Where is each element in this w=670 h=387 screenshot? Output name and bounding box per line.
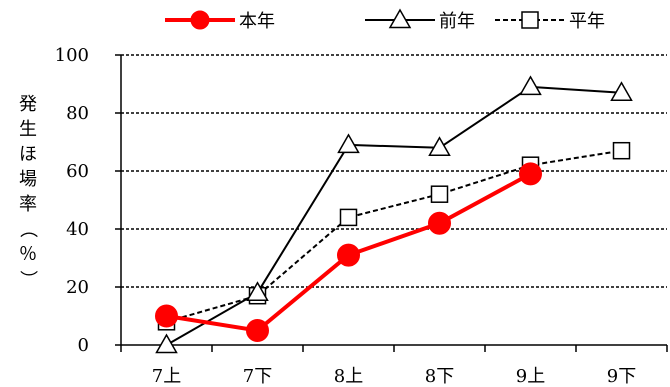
data-point xyxy=(337,243,360,267)
x-tick-label: 8上 xyxy=(334,366,363,387)
data-point xyxy=(428,136,451,157)
tick-labels: 0 20 40 60 80 100 7上 7下 8上 8下 9上 9下 xyxy=(55,45,637,387)
y-axis-label-char: ） xyxy=(17,270,38,288)
legend-label: 本年 xyxy=(239,11,275,32)
data-point xyxy=(155,304,178,328)
data-point xyxy=(430,185,449,203)
y-tick-label: 0 xyxy=(78,335,89,356)
y-tick-label: 100 xyxy=(55,45,89,66)
legend-marker xyxy=(388,8,412,29)
y-axis-label-char: ％ xyxy=(19,244,37,265)
legend-marker xyxy=(521,11,539,29)
data-point xyxy=(339,208,358,227)
x-tick-label: 7下 xyxy=(243,366,272,387)
y-axis-label-char: 発 xyxy=(19,94,37,115)
data-point xyxy=(519,75,542,96)
data-point xyxy=(155,333,178,354)
legend: 本年 前年 平年 xyxy=(165,8,605,32)
x-tick-label: 9上 xyxy=(516,366,545,387)
series-line xyxy=(166,149,622,323)
x-tick-label: 7上 xyxy=(152,366,181,387)
y-axis-label-char: 率 xyxy=(19,194,37,215)
y-axis-label-char: 場 xyxy=(19,169,37,190)
series-本年 xyxy=(155,162,542,342)
x-tick-label: 8下 xyxy=(425,366,454,387)
y-tick-label: 20 xyxy=(66,277,89,298)
x-tick-label: 9下 xyxy=(607,366,636,387)
data-point xyxy=(610,81,633,101)
axes xyxy=(115,54,668,352)
y-tick-label: 60 xyxy=(66,161,89,182)
series-前年 xyxy=(155,75,633,354)
y-axis-label-char: （ xyxy=(17,220,38,238)
legend-marker xyxy=(190,10,210,30)
series-layer xyxy=(155,75,633,354)
y-axis-label-char: ほ xyxy=(19,144,37,165)
data-point xyxy=(246,281,269,302)
data-point xyxy=(246,319,269,342)
data-point xyxy=(428,211,451,235)
data-point xyxy=(519,162,542,186)
legend-label: 平年 xyxy=(569,11,605,32)
y-tick-label: 40 xyxy=(66,219,89,240)
y-axis-label-char: 生 xyxy=(19,119,37,140)
y-tick-label: 80 xyxy=(66,103,89,124)
grid-lines xyxy=(121,54,667,288)
data-point xyxy=(612,141,631,160)
data-point xyxy=(337,133,360,154)
legend-label: 前年 xyxy=(439,11,475,32)
series-line xyxy=(166,85,622,346)
